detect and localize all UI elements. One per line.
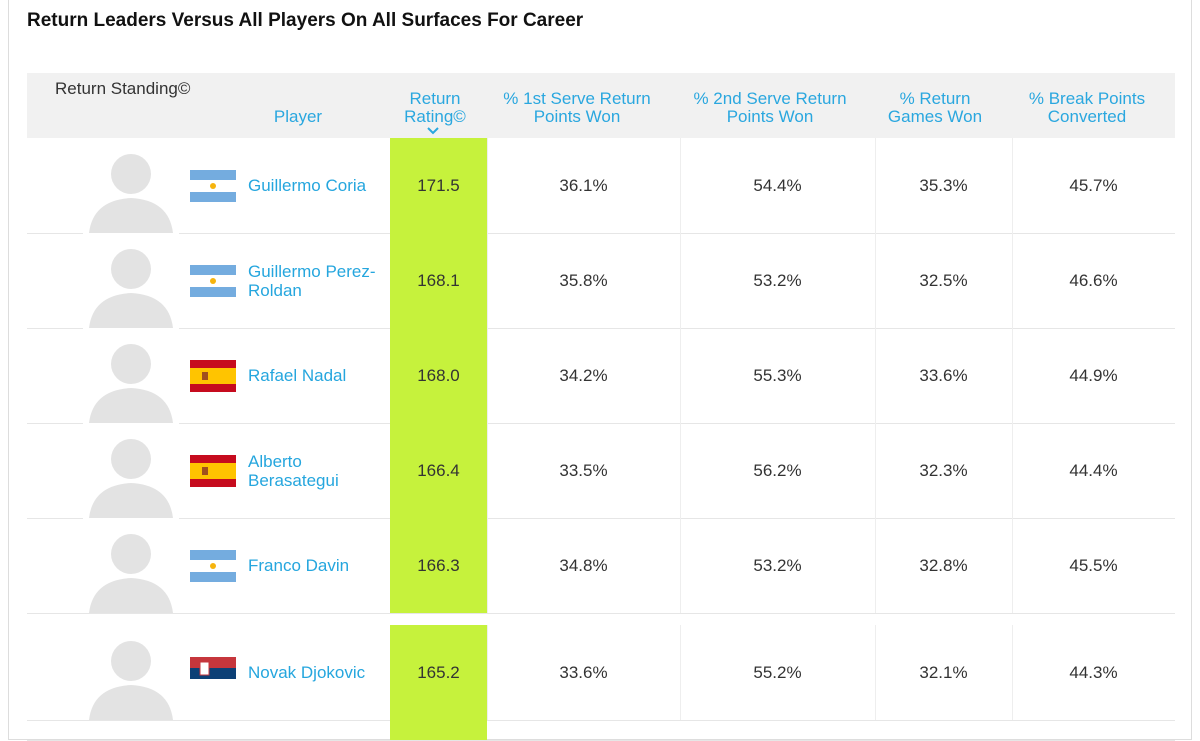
divider [680, 625, 681, 720]
player-name[interactable]: Guillermo Coria [248, 176, 367, 195]
divider [875, 625, 876, 720]
sort-icon[interactable] [426, 126, 440, 136]
flag [190, 657, 236, 689]
value: 55.2% [753, 662, 802, 682]
divider [1012, 518, 1013, 613]
player-photo[interactable] [83, 518, 179, 613]
rating [390, 720, 487, 740]
table-row[interactable]: 5166.334.8%53.2%32.8%45.5%Franco Davin [27, 518, 1175, 614]
value: 33.6% [919, 365, 968, 385]
value: 34.2% [559, 365, 608, 385]
value: 56.2% [753, 460, 802, 480]
flag [190, 265, 236, 297]
header[interactable]: Player [273, 107, 323, 126]
divider [875, 328, 876, 423]
value: 33.6% [559, 662, 608, 682]
value: 53.2% [753, 270, 802, 290]
flag [190, 360, 236, 392]
table-row[interactable]: 1171.536.1%54.4%35.3%45.7%Guillermo Cori… [27, 138, 1175, 234]
flag [190, 170, 236, 202]
value: 46.6% [1069, 270, 1118, 290]
divider [875, 518, 876, 613]
player-name[interactable]: Alberto Berasategui [248, 451, 339, 490]
player-name[interactable]: Franco Davin [248, 556, 350, 575]
rating: 168.0 [390, 328, 487, 423]
header[interactable]: % 1st Serve Return Points Won [503, 89, 651, 126]
divider [875, 423, 876, 518]
value: 45.7% [1069, 175, 1118, 195]
table-row[interactable]: 4166.433.5%56.2%32.3%44.4%Alberto Berasa… [27, 423, 1175, 519]
divider [1012, 625, 1013, 720]
divider [680, 423, 681, 518]
header[interactable]: % Return Games Won [887, 89, 983, 126]
player-photo[interactable] [83, 625, 179, 720]
divider [487, 625, 488, 720]
header[interactable]: % 2nd Serve Return Points Won [693, 89, 847, 126]
header[interactable]: Return Rating© [404, 89, 466, 126]
player-name[interactable]: Novak Djokovic [248, 663, 366, 682]
divider [487, 518, 488, 613]
flag [190, 550, 236, 582]
divider [875, 138, 876, 233]
value: 35.8% [559, 270, 608, 290]
value: 55.3% [753, 365, 802, 385]
header[interactable]: % Break Points Converted [1028, 89, 1146, 126]
rating: 168.1 [390, 233, 487, 328]
value: 32.3% [919, 460, 968, 480]
divider [1012, 423, 1013, 518]
value: 44.9% [1069, 365, 1118, 385]
table-row[interactable]: 6165.233.6%55.2%32.1%44.3%Novak Djokovic [27, 625, 1175, 721]
divider [487, 138, 488, 233]
divider [680, 138, 681, 233]
divider [680, 233, 681, 328]
player-name[interactable]: Rafael Nadal [248, 366, 347, 385]
value: 32.8% [919, 555, 968, 575]
value: 33.5% [559, 460, 608, 480]
value: 35.3% [919, 175, 968, 195]
divider [487, 328, 488, 423]
divider [487, 233, 488, 328]
value: 45.5% [1069, 555, 1118, 575]
table-row[interactable]: 3168.034.2%55.3%33.6%44.9%Rafael Nadal [27, 328, 1175, 424]
player-photo[interactable] [83, 138, 179, 233]
player-photo[interactable] [83, 233, 179, 328]
value: 32.5% [919, 270, 968, 290]
value: 54.4% [753, 175, 802, 195]
header[interactable]: Return Standing© [55, 79, 191, 98]
player-photo[interactable] [83, 423, 179, 518]
header-row [27, 73, 1175, 138]
player-photo[interactable] [83, 328, 179, 423]
flag [190, 455, 236, 487]
divider [680, 518, 681, 613]
table-row [27, 720, 1175, 741]
table-title: Return Leaders Versus All Players On All… [27, 10, 584, 31]
value: 53.2% [753, 555, 802, 575]
rating: 171.5 [390, 138, 487, 233]
rating: 166.3 [390, 518, 487, 613]
value: 44.4% [1069, 460, 1118, 480]
rating: 166.4 [390, 423, 487, 518]
divider [1012, 233, 1013, 328]
value: 32.1% [919, 662, 968, 682]
player-name[interactable]: Guillermo Perez-Roldan [248, 261, 376, 300]
divider [875, 233, 876, 328]
rating: 165.2 [390, 625, 487, 720]
value: 44.3% [1069, 662, 1118, 682]
divider [487, 423, 488, 518]
table-row[interactable]: 2168.135.8%53.2%32.5%46.6%Guillermo Pere… [27, 233, 1175, 329]
divider [1012, 328, 1013, 423]
divider [1012, 138, 1013, 233]
value: 36.1% [559, 175, 608, 195]
divider [680, 328, 681, 423]
value: 34.8% [559, 555, 608, 575]
